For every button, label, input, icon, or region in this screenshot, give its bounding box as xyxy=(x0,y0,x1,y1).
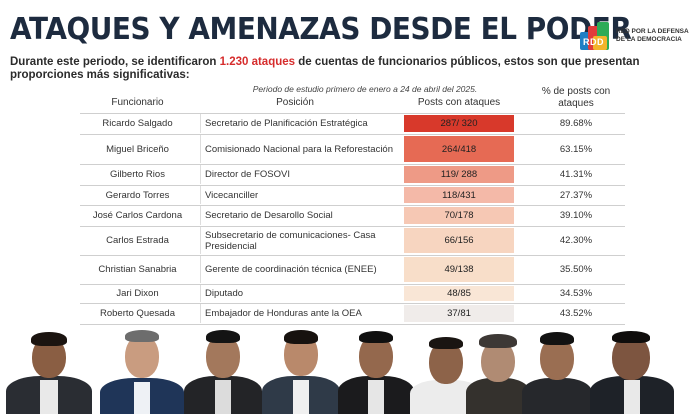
official-photo xyxy=(338,330,414,414)
official-name: Gerardo Torres xyxy=(105,189,170,201)
official-position: Vicecanciller xyxy=(200,186,400,204)
official-name: Roberto Quesada xyxy=(100,308,175,319)
official-name: Ricardo Salgado xyxy=(102,118,173,129)
table-row-divider xyxy=(80,113,625,114)
official-photo xyxy=(262,330,340,414)
column-header-pct: % de posts con ataques xyxy=(541,86,611,109)
posts-with-attacks: 37/81 xyxy=(404,305,514,322)
posts-with-attacks: 118/431 xyxy=(404,187,514,203)
table-row-divider xyxy=(80,164,625,165)
table-row-divider xyxy=(80,226,625,227)
posts-with-attacks: 119/ 288 xyxy=(404,166,514,183)
table-row-divider xyxy=(80,205,625,206)
attack-percentage: 89.68% xyxy=(559,118,593,129)
officials-photos xyxy=(0,330,700,414)
table-row-divider xyxy=(80,255,625,256)
column-header-funcionario: Funcionario xyxy=(111,97,164,108)
table-row-divider xyxy=(80,284,625,285)
attack-percentage: 39.10% xyxy=(559,210,593,221)
attack-percentage: 41.31% xyxy=(559,169,593,180)
official-name: Carlos Estrada xyxy=(106,235,169,246)
official-photo xyxy=(184,330,262,414)
column-header-posts: Posts con ataques xyxy=(417,97,501,108)
table-row-divider xyxy=(80,134,625,135)
official-photo xyxy=(4,330,94,414)
page-title: ATAQUES Y AMENAZAS DESDE EL PODER xyxy=(10,12,632,47)
posts-with-attacks: 49/138 xyxy=(404,257,514,282)
table-row-divider xyxy=(80,324,625,325)
official-name: Gilberto Rios xyxy=(110,169,165,180)
period-note: Periodo de estudio primero de enero a 24… xyxy=(252,84,478,94)
attack-percentage: 27.37% xyxy=(559,189,593,201)
official-position: Subsecretario de comunicaciones- Casa Pr… xyxy=(200,227,400,254)
official-name: Miguel Briceño xyxy=(106,143,169,155)
column-header-posicion: Posición xyxy=(276,97,314,108)
table-row-divider xyxy=(80,303,625,304)
intro-part-1: Durante este periodo, se identificaron xyxy=(10,56,220,68)
official-photo xyxy=(410,330,482,414)
posts-with-attacks: 264/418 xyxy=(404,136,514,162)
official-position: Secretario de Desarollo Social xyxy=(200,206,400,225)
intro-text: Durante este periodo, se identificaron 1… xyxy=(10,56,650,82)
rdd-logo: RDD RED POR LA DEFENSA DE LA DEMOCRACIA xyxy=(580,22,692,54)
official-photo xyxy=(466,330,530,414)
official-photo xyxy=(586,330,676,414)
logo-mark: RDD xyxy=(580,22,612,52)
intro-part-2: de cuentas de funcionarios públicos, est… xyxy=(10,56,640,81)
posts-with-attacks: 287/ 320 xyxy=(404,115,514,132)
official-photo xyxy=(522,330,592,414)
logo-text: RED POR LA DEFENSA DE LA DEMOCRACIA xyxy=(616,28,689,43)
official-position: Embajador de Honduras ante la OEA xyxy=(200,304,400,323)
posts-with-attacks: 48/85 xyxy=(404,286,514,301)
official-position: Comisionado Nacional para la Reforestaci… xyxy=(200,135,400,163)
attack-percentage: 42.30% xyxy=(559,235,593,246)
official-position: Secretario de Planificación Estratégica xyxy=(200,114,400,133)
table-row-divider xyxy=(80,185,625,186)
attack-percentage: 63.15% xyxy=(559,143,593,155)
attack-percentage: 43.52% xyxy=(559,308,593,319)
attack-percentage: 34.53% xyxy=(559,288,593,299)
official-name: José Carlos Cardona xyxy=(92,210,183,221)
posts-with-attacks: 66/156 xyxy=(404,228,514,253)
official-name: Jari Dixon xyxy=(116,288,159,299)
attack-percentage: 35.50% xyxy=(559,264,593,275)
logo-letters: RDD xyxy=(583,37,604,47)
official-photo xyxy=(100,330,184,414)
official-name: Christian Sanabria xyxy=(98,264,177,275)
official-position: Director de FOSOVI xyxy=(200,165,400,184)
official-position: Gerente de coordinación técnica (ENEE) xyxy=(200,256,400,283)
official-position: Diputado xyxy=(200,285,400,302)
posts-with-attacks: 70/178 xyxy=(404,207,514,224)
intro-highlight: 1.230 ataques xyxy=(219,56,296,68)
